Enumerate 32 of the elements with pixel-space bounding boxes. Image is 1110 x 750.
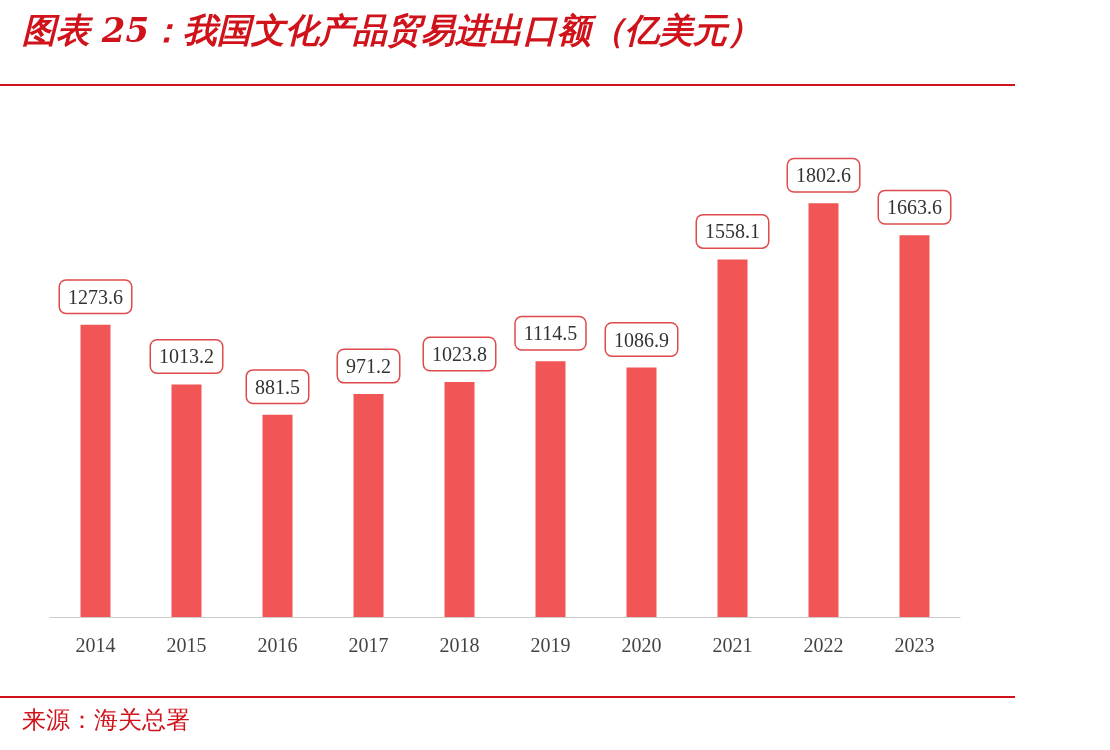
data-label: 1086.9: [614, 328, 669, 351]
bar: [262, 414, 293, 617]
bar: [626, 367, 657, 617]
x-tick-label: 2017: [348, 634, 389, 656]
x-tick-label: 2022: [803, 634, 844, 656]
x-tick-label: 2015: [166, 634, 207, 656]
x-tick-label: 2016: [257, 634, 298, 656]
bar: [535, 361, 566, 617]
data-label: 1663.6: [887, 196, 942, 219]
data-label: 1013.2: [159, 345, 214, 368]
x-tick-label: 2014: [75, 634, 116, 656]
chart-title: 图表 25：我国文化产品贸易进出口额（亿美元）: [22, 9, 762, 52]
bar: [171, 384, 202, 617]
x-tick-label: 2021: [712, 634, 753, 656]
source-note: 来源：海关总署: [22, 705, 190, 736]
data-label: 881.5: [255, 375, 300, 398]
bar: [80, 324, 111, 617]
bar: [808, 203, 839, 617]
data-label: 1802.6: [796, 164, 851, 187]
x-tick-label: 2023: [894, 634, 935, 656]
data-label: 1273.6: [68, 285, 123, 308]
x-tick-label: 2018: [439, 634, 480, 656]
data-label: 1114.5: [523, 322, 578, 345]
bar: [353, 394, 384, 617]
bar: [444, 382, 475, 617]
data-label: 971.2: [346, 355, 391, 378]
data-label: 1558.1: [705, 220, 760, 243]
bar: [899, 235, 930, 617]
x-tick-label: 2020: [621, 634, 662, 656]
x-tick-label: 2019: [530, 634, 571, 656]
bar: [717, 259, 748, 617]
data-label: 1023.8: [432, 343, 487, 366]
